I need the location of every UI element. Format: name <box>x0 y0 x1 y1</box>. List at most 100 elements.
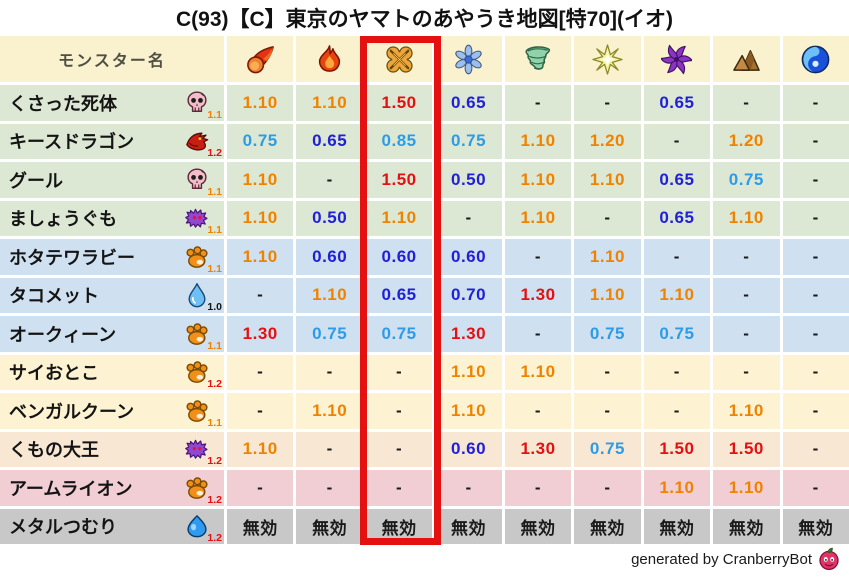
multiplier-cell: 無効 <box>643 508 711 544</box>
monster-multiplier-badge: 1.2 <box>207 147 222 160</box>
multiplier-cell: 0.60 <box>435 431 502 467</box>
multiplier-cell: 1.10 <box>435 393 502 429</box>
multiplier-cell: 0.50 <box>435 162 502 198</box>
multiplier-cell: - <box>296 470 363 506</box>
multiplier-cell: - <box>435 470 502 506</box>
multiplier-cell: 0.75 <box>435 123 502 159</box>
multiplier-cell: 1.10 <box>504 200 572 236</box>
multiplier-cell: - <box>504 316 572 352</box>
monster-name: グール <box>9 170 63 191</box>
paw-icon: 1.2 <box>184 359 222 390</box>
multiplier-cell: - <box>574 393 641 429</box>
monster-multiplier-badge: 1.1 <box>207 185 222 198</box>
multiplier-cell: - <box>782 316 849 352</box>
multiplier-cell: 1.10 <box>574 239 641 275</box>
multiplier-cell: - <box>504 470 572 506</box>
multiplier-cell: 1.20 <box>713 123 780 159</box>
monster-name-cell: くさった死体 1.1 <box>0 85 224 121</box>
multiplier-cell: - <box>504 393 572 429</box>
multiplier-cell: 0.65 <box>435 85 502 121</box>
multiplier-cell: 1.10 <box>227 239 294 275</box>
monster-name: キースドラゴン <box>9 132 135 153</box>
credit-text: generated by CranberryBot <box>631 550 812 568</box>
monster-multiplier-badge: 1.1 <box>207 224 222 237</box>
monster-name: くもの大王 <box>9 440 99 461</box>
multiplier-cell: 1.50 <box>713 431 780 467</box>
wave-icon <box>800 44 831 75</box>
multiplier-cell: - <box>782 123 849 159</box>
multiplier-cell: 0.60 <box>435 239 502 275</box>
monster-name-cell: メタルつむり 1.2 <box>0 508 224 544</box>
weakness-table: モンスター名 くさった死体 1.1 1.10 1.10 1.50 0.65- -0.65- -… <box>0 36 849 544</box>
multiplier-cell: - <box>227 470 294 506</box>
explosion-icon <box>384 44 415 75</box>
multiplier-cell: 1.10 <box>504 162 572 198</box>
column-header-monster-name: モンスター名 <box>0 36 224 82</box>
tornado-icon <box>522 44 553 75</box>
multiplier-cell: - <box>782 470 849 506</box>
column-header-wave <box>782 36 849 82</box>
slime-icon: 1.2 <box>184 513 222 544</box>
multiplier-cell: - <box>782 162 849 198</box>
multiplier-cell: 0.65 <box>643 85 711 121</box>
monster-name-cell: アームライオン 1.2 <box>0 470 224 506</box>
monster-multiplier-badge: 1.1 <box>207 262 222 275</box>
monster-name: タコメット <box>9 286 99 307</box>
multiplier-cell: - <box>782 393 849 429</box>
spider-icon: 1.1 <box>184 205 222 236</box>
monster-name: サイおとこ <box>9 363 99 384</box>
monster-name: くさった死体 <box>9 93 117 114</box>
credit-line: generated by CranberryBot <box>631 547 841 571</box>
multiplier-cell: 0.75 <box>574 316 641 352</box>
multiplier-cell: 1.30 <box>435 316 502 352</box>
multiplier-cell: 無効 <box>227 508 294 544</box>
multiplier-cell: 無効 <box>713 508 780 544</box>
paw-icon: 1.1 <box>184 321 222 352</box>
paw-icon: 1.2 <box>184 475 222 506</box>
fireball-icon <box>245 44 276 75</box>
multiplier-cell: 0.65 <box>365 277 433 313</box>
monster-name: ましょうぐも <box>9 209 117 230</box>
multiplier-cell: - <box>227 354 294 390</box>
multiplier-cell: 1.10 <box>574 277 641 313</box>
multiplier-cell: - <box>365 431 433 467</box>
monster-name-cell: くもの大王 1.2 <box>0 431 224 467</box>
multiplier-cell: 1.10 <box>296 393 363 429</box>
paw-icon: 1.1 <box>184 244 222 275</box>
multiplier-cell: - <box>435 200 502 236</box>
multiplier-cell: - <box>365 393 433 429</box>
multiplier-cell: - <box>574 470 641 506</box>
multiplier-cell: 1.10 <box>435 354 502 390</box>
multiplier-cell: 無効 <box>365 508 433 544</box>
multiplier-cell: 0.65 <box>296 123 363 159</box>
multiplier-cell: 1.10 <box>713 200 780 236</box>
multiplier-cell: 1.50 <box>365 85 433 121</box>
mountain-icon <box>731 44 762 75</box>
column-header-doruma <box>643 36 711 82</box>
multiplier-cell: 0.50 <box>296 200 363 236</box>
monster-name-cell: グール 1.1 <box>0 162 224 198</box>
multiplier-cell: 0.60 <box>365 239 433 275</box>
multiplier-cell: - <box>365 354 433 390</box>
multiplier-cell: - <box>574 85 641 121</box>
monster-multiplier-badge: 1.1 <box>207 416 222 429</box>
multiplier-cell: 1.50 <box>643 431 711 467</box>
multiplier-cell: 1.10 <box>227 200 294 236</box>
multiplier-cell: - <box>296 162 363 198</box>
monster-name-cell: タコメット 1.0 <box>0 277 224 313</box>
monster-name-cell: ましょうぐも 1.1 <box>0 200 224 236</box>
multiplier-cell: 無効 <box>296 508 363 544</box>
multiplier-cell: - <box>713 85 780 121</box>
multiplier-cell: - <box>782 431 849 467</box>
column-header-earth <box>713 36 780 82</box>
multiplier-cell: 1.10 <box>713 393 780 429</box>
multiplier-cell: 無効 <box>782 508 849 544</box>
monster-multiplier-badge: 1.1 <box>207 108 222 121</box>
skull-icon: 1.1 <box>184 167 222 198</box>
multiplier-cell: 1.10 <box>643 470 711 506</box>
multiplier-cell: 0.85 <box>365 123 433 159</box>
multiplier-cell: - <box>782 85 849 121</box>
multiplier-cell: 0.75 <box>574 431 641 467</box>
multiplier-cell: - <box>643 239 711 275</box>
monster-name: ホタテワラビー <box>9 247 135 268</box>
